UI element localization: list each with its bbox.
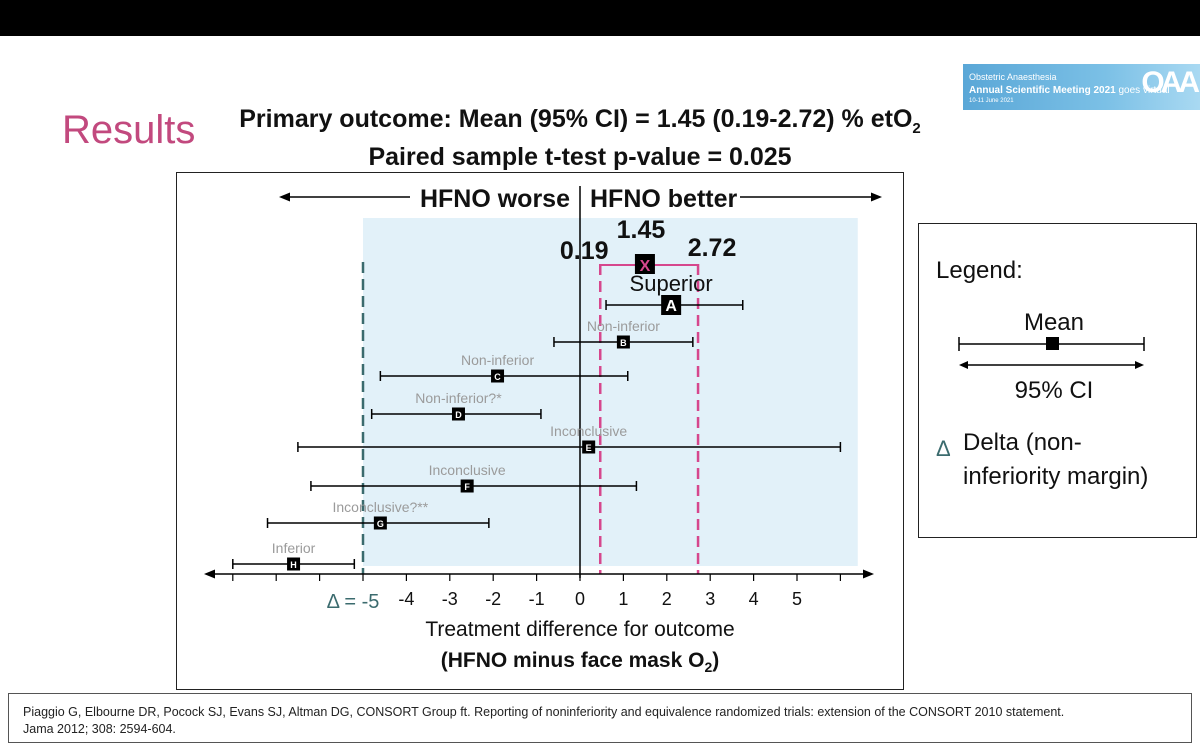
scenario-C-label: Non-inferior	[461, 352, 534, 368]
scenario-F-letter: F	[464, 482, 470, 492]
scenario-B-marker	[616, 335, 630, 349]
legend-delta-line1: Delta (non-	[963, 429, 1082, 456]
primary-mean-label: 1.45	[617, 216, 666, 244]
results-title: Results	[62, 108, 196, 152]
primary-outcome-header: Primary outcome: Mean (95% CI) = 1.45 (0…	[200, 105, 960, 137]
scenario-G-marker	[373, 516, 387, 530]
banner-meeting-title: Annual Scientific Meeting 2021	[969, 85, 1116, 96]
x-tick-label: 2	[662, 589, 672, 609]
x-axis-subtitle: (HFNO minus face mask O2)	[441, 649, 720, 675]
scenario-D-letter: D	[455, 410, 462, 420]
primary-mean-marker-label: X	[640, 258, 651, 275]
scenario-E-letter: E	[586, 443, 592, 453]
scenario-C-letter: C	[494, 372, 501, 382]
direction-left-label: HFNO worse	[420, 185, 570, 213]
banner-date: 10-11 June 2021	[969, 98, 1014, 104]
reference-line1: Piaggio G, Elbourne DR, Pocock SJ, Evans…	[23, 705, 1065, 719]
conference-banner: Obstetric Anaesthesia Annual Scientific …	[963, 64, 1200, 110]
reference-citation: Piaggio G, Elbourne DR, Pocock SJ, Evans…	[8, 693, 1192, 743]
scenario-H-marker	[287, 557, 301, 571]
scenario-E-marker	[582, 440, 596, 454]
scenario-G-label: Inconclusive?**	[332, 499, 428, 515]
legend-delta-icon: Δ	[936, 436, 951, 461]
primary-outcome-text: Primary outcome: Mean (95% CI) = 1.45 (0…	[239, 105, 913, 133]
x-tick-label: 0	[575, 589, 585, 609]
scenario-C-marker	[491, 369, 505, 383]
primary-outcome-subscript: 2	[912, 120, 921, 137]
x-tick-label: 5	[792, 589, 802, 609]
scenario-D-label: Non-inferior?*	[415, 390, 502, 406]
x-axis-title: Treatment difference for outcome	[425, 618, 734, 641]
scenario-G-letter: G	[377, 519, 384, 529]
scenario-H-letter: H	[290, 560, 297, 570]
scenario-H-label: Inferior	[272, 540, 316, 556]
banner-meeting-suffix: goes virtual	[1118, 85, 1170, 96]
primary-mean-marker	[634, 254, 655, 274]
legend-mean-square	[1046, 337, 1059, 350]
shaded-region	[363, 218, 858, 566]
x-axis-arrow-right-icon	[863, 569, 874, 579]
reference-line2: Jama 2012; 308: 2594-604.	[23, 722, 176, 736]
banner-org: Obstetric Anaesthesia	[969, 72, 1057, 82]
direction-arrow-left-icon	[279, 192, 290, 202]
scenario-B-label: Non-inferior	[587, 318, 660, 334]
legend-arrow-left-icon	[959, 361, 968, 369]
scenario-D-marker	[451, 407, 465, 421]
scenario-A-label: Superior	[630, 271, 713, 296]
legend-arrow-right-icon	[1135, 361, 1144, 369]
p-value-header: Paired sample t-test p-value = 0.025	[368, 143, 792, 171]
legend-graphic: Legend: Mean 95% CI Δ Delta (non- inferi…	[936, 257, 1148, 490]
legend-mean-label: Mean	[1024, 309, 1084, 336]
scenario-F-marker	[460, 479, 474, 493]
oaa-logo: OAA	[1141, 66, 1200, 99]
scenario-B-letter: B	[620, 338, 627, 348]
forest-plot-frame	[176, 172, 904, 690]
x-axis-arrow-left-icon	[204, 569, 215, 579]
legend-delta-line2: inferiority margin)	[963, 463, 1148, 490]
primary-ci-high-label: 2.72	[688, 234, 737, 262]
delta-axis-label: Δ = -5	[327, 591, 380, 613]
x-tick-label: 4	[749, 589, 759, 609]
legend-ci-label: 95% CI	[1015, 377, 1094, 404]
legend-title: Legend:	[936, 257, 1023, 284]
top-black-bar	[0, 0, 1200, 36]
scenario-E-label: Inconclusive	[550, 423, 627, 439]
x-tick-label: 1	[618, 589, 628, 609]
direction-arrow-right-icon	[871, 192, 882, 202]
legend-box: Legend: Mean 95% CI Δ Delta (non- inferi…	[918, 223, 1197, 538]
direction-label-backing	[410, 182, 740, 210]
scenario-A-letter: A	[665, 298, 677, 315]
x-tick-label: -4	[398, 589, 414, 609]
x-tick-label: -1	[529, 589, 545, 609]
x-tick-label: -3	[442, 589, 458, 609]
direction-right-label: HFNO better	[590, 185, 738, 213]
banner-meeting: Annual Scientific Meeting 2021 goes virt…	[969, 85, 1170, 96]
x-tick-label: 3	[705, 589, 715, 609]
scenario-A-marker	[661, 295, 682, 315]
x-tick-label: -2	[485, 589, 501, 609]
primary-ci-low-label: 0.19	[560, 237, 609, 265]
scenario-F-label: Inconclusive	[429, 462, 506, 478]
